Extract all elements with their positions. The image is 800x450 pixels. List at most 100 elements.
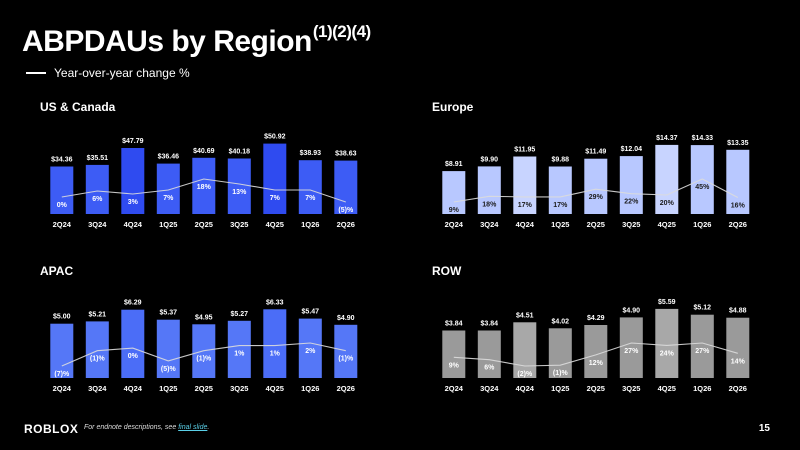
category-tick-label: 1Q25 [551, 220, 569, 229]
yoy-data-label: 1% [270, 351, 281, 358]
chart-title: Europe [432, 100, 474, 114]
category-tick-label: 3Q24 [88, 220, 107, 229]
category-tick-label: 4Q25 [658, 384, 676, 393]
yoy-series-line [453, 342, 738, 367]
category-tick-label: 4Q24 [516, 220, 535, 229]
bar-value-label: $9.90 [481, 156, 499, 163]
legend-line-swatch [26, 72, 46, 74]
category-tick-label: 2Q24 [53, 220, 72, 229]
bar [85, 321, 109, 378]
category-tick-label: 4Q24 [124, 220, 143, 229]
page-title: ABPDAUs by Region(1)(2)(4) [22, 22, 371, 59]
yoy-data-label: 7% [163, 195, 174, 202]
legend-label: Year-over-year change % [54, 66, 190, 80]
bar [513, 156, 537, 214]
bar-value-label: $9.88 [552, 157, 570, 164]
bar-value-label: $50.92 [264, 134, 286, 141]
endnote-prefix: For endnote descriptions, see [84, 424, 177, 431]
category-tick-label: 1Q26 [693, 384, 711, 393]
bar-value-label: $35.51 [87, 155, 109, 162]
chart-svg: $3.84 2Q24 $3.84 3Q24 $4.51 4Q24 $4.02 1Q25 $4.2… [442, 299, 750, 393]
bar [584, 325, 608, 378]
bar-value-label: $5.37 [160, 310, 178, 317]
bar-value-label: $14.33 [692, 135, 714, 142]
bar-value-label: $4.02 [552, 318, 570, 325]
bar-value-label: $4.51 [516, 312, 534, 319]
bar [513, 322, 537, 378]
bar-value-label: $34.36 [51, 157, 73, 164]
category-tick-label: 3Q25 [230, 220, 248, 229]
yoy-data-label: 6% [92, 196, 103, 203]
bar [619, 156, 643, 214]
bar-value-label: $36.46 [158, 154, 180, 161]
bar [121, 148, 145, 214]
category-tick-label: 3Q24 [88, 384, 107, 393]
bar-value-label: $6.33 [266, 299, 284, 306]
bar-value-label: $6.29 [124, 300, 142, 307]
chart-svg: $5.00 2Q24 $5.21 3Q24 $6.29 4Q24 $5.37 1Q25 $4.9… [50, 299, 358, 393]
yoy-data-label: 18% [197, 184, 212, 191]
bar [619, 317, 643, 378]
bar [726, 149, 750, 214]
category-tick-label: 3Q24 [480, 384, 499, 393]
category-tick-label: 3Q24 [480, 220, 499, 229]
category-tick-label: 2Q25 [195, 220, 213, 229]
yoy-data-label: (1)% [90, 356, 106, 363]
yoy-data-label: 6% [484, 365, 495, 372]
legend: Year-over-year change % [26, 66, 190, 80]
yoy-data-label: 24% [660, 350, 675, 357]
yoy-data-label: 29% [589, 194, 604, 201]
yoy-data-label: 27% [624, 348, 639, 355]
bar-value-label: $4.95 [195, 314, 213, 321]
final-slide-link[interactable]: final slide [178, 424, 208, 431]
bar [263, 143, 287, 214]
yoy-data-label: (2)% [517, 371, 533, 378]
chart-svg: $8.91 2Q24 $9.90 3Q24 $11.95 4Q24 $9.88 1Q25 $11… [442, 135, 750, 229]
bar [548, 166, 572, 214]
yoy-data-label: (1)% [553, 370, 569, 377]
category-tick-label: 1Q26 [301, 220, 319, 229]
category-tick-label: 1Q26 [301, 384, 319, 393]
yoy-data-label: 22% [624, 199, 639, 206]
chart-row: ROW $3.84 2Q24 $3.84 3Q24 $4.51 4Q24 $4.02 1Q25… [432, 264, 752, 404]
yoy-data-label: 0% [57, 202, 68, 209]
category-tick-label: 2Q26 [729, 220, 747, 229]
category-tick-label: 2Q25 [587, 384, 605, 393]
bar-value-label: $3.84 [481, 321, 499, 328]
category-tick-label: 3Q25 [230, 384, 248, 393]
bar-value-label: $5.27 [231, 311, 249, 318]
yoy-data-label: 2% [305, 348, 316, 355]
bar-value-label: $5.12 [694, 305, 712, 312]
yoy-data-label: 45% [695, 184, 710, 191]
bar [227, 320, 251, 378]
bar [690, 314, 714, 378]
yoy-data-label: 20% [660, 200, 675, 207]
chart-svg: $34.36 2Q24 $35.51 3Q24 $47.79 4Q24 $36.46 1Q25… [50, 134, 358, 229]
chart-europe: Europe $8.91 2Q24 $9.90 3Q24 $11.95 4Q24 $9.88… [432, 100, 752, 240]
category-tick-label: 2Q26 [337, 384, 355, 393]
bar [477, 166, 501, 214]
bar-value-label: $47.79 [122, 138, 144, 145]
yoy-data-label: 13% [232, 189, 247, 196]
yoy-data-label: (1)% [196, 356, 212, 363]
bar-value-label: $4.88 [729, 308, 747, 315]
bar-value-label: $12.04 [621, 146, 643, 153]
bar [477, 330, 501, 378]
yoy-data-label: 17% [553, 202, 568, 209]
bar-value-label: $40.69 [193, 148, 215, 155]
category-tick-label: 1Q25 [159, 220, 177, 229]
bar [156, 163, 180, 214]
yoy-data-label: 14% [731, 358, 746, 365]
category-tick-label: 4Q25 [266, 220, 284, 229]
chart-us-canada: US & Canada $34.36 2Q24 $35.51 3Q24 $47.79 4Q… [40, 100, 360, 240]
page-number: 15 [758, 423, 770, 434]
yoy-data-label: 9% [449, 362, 460, 369]
category-tick-label: 4Q25 [658, 220, 676, 229]
bar [192, 157, 216, 214]
yoy-data-label: 16% [731, 203, 746, 210]
yoy-data-label: 27% [695, 348, 710, 355]
yoy-data-label: 7% [305, 195, 316, 202]
bar [584, 158, 608, 214]
bar-value-label: $13.35 [727, 140, 749, 147]
category-tick-label: 2Q24 [53, 384, 72, 393]
